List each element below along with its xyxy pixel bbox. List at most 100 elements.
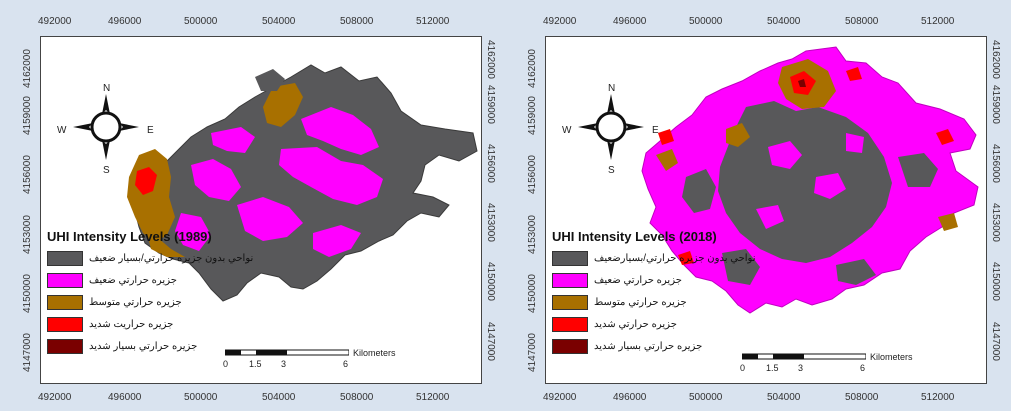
zone-weak xyxy=(846,133,864,153)
y-tick-left: 4150000 xyxy=(527,274,538,313)
legend-item: جزيره حرارتي بسيار شديد xyxy=(47,339,197,354)
zone-strong xyxy=(658,129,674,145)
legend-item: جزيره حرارتي بسيار شديد xyxy=(552,339,702,354)
x-tick-top: 512000 xyxy=(416,16,450,27)
zone-weak xyxy=(211,127,255,153)
x-tick-bottom: 500000 xyxy=(184,392,218,403)
zone-weak xyxy=(175,213,211,251)
legend-item: جزيره حراريت شديد xyxy=(47,317,173,332)
y-tick-left: 4159000 xyxy=(22,96,33,135)
legend-swatch xyxy=(47,251,83,266)
y-tick-left: 4162000 xyxy=(22,49,33,88)
zone-strong xyxy=(135,167,157,195)
zone-none-weak xyxy=(255,69,285,91)
zone-none-weak xyxy=(722,249,760,285)
x-tick-top: 500000 xyxy=(689,16,723,27)
scale-mark: 3 xyxy=(281,359,287,369)
zone-none-weak xyxy=(682,169,716,213)
legend-item: نواحي بدون جزيره حرارتي/بسيارضعيف xyxy=(552,251,756,266)
legend-label: نواحي بدون جزيره حرارتي/بسيارضعيف xyxy=(594,253,756,264)
zone-moderate-north xyxy=(263,83,303,127)
legend-swatch xyxy=(552,295,588,310)
x-tick-bottom: 492000 xyxy=(38,392,72,403)
zone-none-weak xyxy=(836,259,876,285)
zone-weak xyxy=(814,173,846,199)
scale-mark: 3 xyxy=(798,363,804,373)
y-tick-right: 4159000 xyxy=(485,85,496,124)
y-tick-left: 4159000 xyxy=(527,96,538,135)
x-tick-top: 504000 xyxy=(767,16,801,27)
x-tick-bottom: 508000 xyxy=(340,392,374,403)
x-tick-bottom: 512000 xyxy=(416,392,450,403)
x-tick-bottom: 496000 xyxy=(613,392,647,403)
y-tick-right: 4153000 xyxy=(485,203,496,242)
zone-weak xyxy=(279,147,383,205)
zone-weak xyxy=(191,159,241,201)
legend-item: جزيره حرارتي متوسط xyxy=(47,295,182,310)
zone-strong xyxy=(936,129,954,145)
x-tick-bottom: 496000 xyxy=(108,392,142,403)
north-arrow-icon xyxy=(71,92,141,162)
zone-moderate xyxy=(656,149,678,171)
legend-title: UHI Intensity Levels (1989) xyxy=(47,229,212,244)
x-tick-top: 492000 xyxy=(38,16,72,27)
scale-unit: Kilometers xyxy=(353,348,396,358)
y-tick-right: 4156000 xyxy=(990,144,1001,183)
compass-e: E xyxy=(652,125,659,136)
y-tick-right: 4162000 xyxy=(485,40,496,79)
legend-swatch xyxy=(47,339,83,354)
zone-weak xyxy=(313,225,361,257)
north-arrow-icon xyxy=(576,92,646,162)
x-tick-top: 512000 xyxy=(921,16,955,27)
zone-none-weak xyxy=(898,153,938,187)
zone-moderate-sw xyxy=(145,225,185,257)
map-panel-1989: 492000 496000 500000 504000 508000 51200… xyxy=(4,0,504,411)
x-tick-bottom: 504000 xyxy=(262,392,296,403)
zone-strong xyxy=(846,67,862,81)
zone-moderate xyxy=(726,123,750,147)
y-tick-left: 4147000 xyxy=(527,333,538,372)
scale-bar xyxy=(742,353,866,361)
y-tick-left: 4156000 xyxy=(22,155,33,194)
map-panel-2018: 492000 496000 500000 504000 508000 51200… xyxy=(509,0,1009,411)
legend-label: جزيره حرارتي ضعيف xyxy=(594,275,682,286)
legend-label: نواحي بدون جزيره حرارتي/بسيار ضعيف xyxy=(89,253,254,264)
y-tick-left: 4153000 xyxy=(527,215,538,254)
scale-mark: 6 xyxy=(860,363,866,373)
y-tick-right: 4156000 xyxy=(485,144,496,183)
map-frame: N S W E UHI Intensity Levels (1989) نواح… xyxy=(40,36,482,384)
legend-title: UHI Intensity Levels (2018) xyxy=(552,229,717,244)
legend-label: جزيره حرارتي بسيار شديد xyxy=(89,341,198,352)
x-tick-bottom: 504000 xyxy=(767,392,801,403)
compass-s: S xyxy=(103,165,110,176)
compass-w: W xyxy=(562,125,572,136)
legend-swatch xyxy=(47,295,83,310)
legend-item: نواحي بدون جزيره حرارتي/بسيار ضعيف xyxy=(47,251,253,266)
y-tick-right: 4147000 xyxy=(990,322,1001,361)
scale-mark: 0 xyxy=(223,359,229,369)
zone-weak xyxy=(301,107,379,155)
x-tick-top: 508000 xyxy=(340,16,374,27)
scale-bar xyxy=(225,349,349,357)
map-frame: N S W E UHI Intensity Levels (2018) نواح… xyxy=(545,36,987,384)
legend-swatch xyxy=(47,273,83,288)
legend-label: جزيره حرارتي بسيار شديد xyxy=(594,341,703,352)
scale-mark: 1.5 xyxy=(249,359,262,369)
legend-item: جزيره حرارتي ضعيف xyxy=(47,273,177,288)
y-tick-right: 4150000 xyxy=(485,262,496,301)
x-tick-bottom: 508000 xyxy=(845,392,879,403)
compass-s: S xyxy=(608,165,615,176)
legend-label: جزيره حراريت شديد xyxy=(89,319,174,330)
scale-unit: Kilometers xyxy=(870,352,913,362)
x-tick-bottom: 492000 xyxy=(543,392,577,403)
legend-item: جزيره حرارتي شديد xyxy=(552,317,677,332)
legend-swatch xyxy=(552,339,588,354)
compass-w: W xyxy=(57,125,67,136)
x-tick-top: 508000 xyxy=(845,16,879,27)
y-tick-left: 4153000 xyxy=(22,215,33,254)
legend-label: جزيره حرارتي متوسط xyxy=(89,297,182,308)
legend-swatch xyxy=(552,251,588,266)
y-tick-left: 4156000 xyxy=(527,155,538,194)
uhi-map-1989 xyxy=(127,64,478,302)
